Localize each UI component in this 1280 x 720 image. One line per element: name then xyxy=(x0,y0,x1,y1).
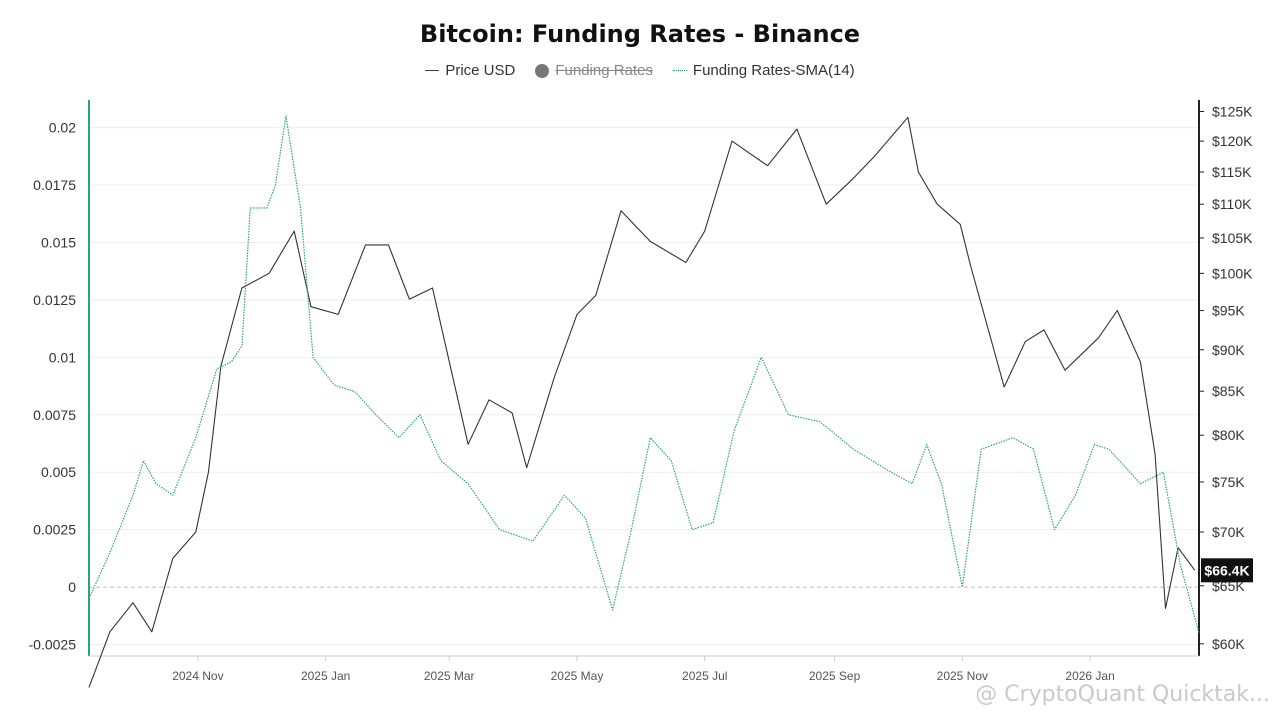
y-left-tick-label: 0 xyxy=(68,579,76,595)
y-right-tick-label: $90K xyxy=(1212,342,1245,358)
x-tick-label: 2025 Jul xyxy=(682,669,727,683)
legend-item-funding-rates[interactable]: Funding Rates xyxy=(535,62,653,79)
y-left-tick-label: 0.01 xyxy=(49,349,76,365)
chart-legend: Price USD Funding Rates Funding Rates-SM… xyxy=(0,62,1280,79)
y-left-tick-label: 0.015 xyxy=(41,234,76,250)
y-left-tick-label: 0.0025 xyxy=(33,522,76,538)
current-price-label: $66.4K xyxy=(1204,562,1249,578)
chart-title: Bitcoin: Funding Rates - Binance xyxy=(419,20,861,48)
x-tick-label: 2025 Mar xyxy=(424,669,475,683)
line-swatch-icon xyxy=(425,70,440,71)
legend-label-price: Price USD xyxy=(445,62,516,79)
x-tick-label: 2025 May xyxy=(551,669,604,683)
y-right-tick-label: $85K xyxy=(1212,383,1245,399)
y-right-tick-label: $60K xyxy=(1212,636,1245,652)
y-left-tick-label: 0.005 xyxy=(41,464,76,480)
x-tick-label: 2025 Nov xyxy=(937,669,988,683)
x-tick-label: 2026 Jan xyxy=(1065,669,1114,683)
y-right-tick-label: $105K xyxy=(1212,230,1253,246)
y-left-tick-label: 0.02 xyxy=(49,120,76,136)
legend-item-funding-sma[interactable]: Funding Rates-SMA(14) xyxy=(672,62,855,79)
legend-label-funding-rates: Funding Rates xyxy=(555,62,653,79)
legend-label-funding-sma: Funding Rates-SMA(14) xyxy=(692,62,855,79)
current-price-badge xyxy=(1201,558,1253,583)
series-line-funding-sma xyxy=(88,115,1200,634)
y-right-tick-label: $80K xyxy=(1212,427,1245,443)
y-left-tick-label: 0.0075 xyxy=(33,407,76,423)
y-right-tick-label: $70K xyxy=(1212,524,1245,540)
x-tick-label: 2025 Jan xyxy=(301,669,350,683)
x-tick-label: 2024 Nov xyxy=(172,669,223,683)
y-right-tick-label: $125K xyxy=(1212,104,1253,120)
legend-item-price[interactable]: Price USD xyxy=(425,62,515,79)
watermark-text: @ CryptoQuant Quicktak... xyxy=(975,682,1270,707)
y-left-tick-label: 0.0125 xyxy=(33,292,76,308)
dot-swatch-icon xyxy=(535,63,550,78)
y-right-tick-label: $100K xyxy=(1212,265,1253,281)
y-left-tick-label: 0.0175 xyxy=(33,177,76,193)
dotted-swatch-icon xyxy=(672,70,687,71)
y-left-tick-label: -0.0025 xyxy=(29,637,77,653)
y-right-tick-label: $120K xyxy=(1212,133,1253,149)
y-right-tick-label: $95K xyxy=(1212,303,1245,319)
y-right-tick-label: $110K xyxy=(1212,196,1252,212)
x-tick-label: 2025 Sep xyxy=(809,669,861,683)
series-line-price xyxy=(88,116,1196,688)
y-right-tick-label: $115K xyxy=(1212,164,1252,180)
y-right-tick-label: $75K xyxy=(1212,474,1245,490)
